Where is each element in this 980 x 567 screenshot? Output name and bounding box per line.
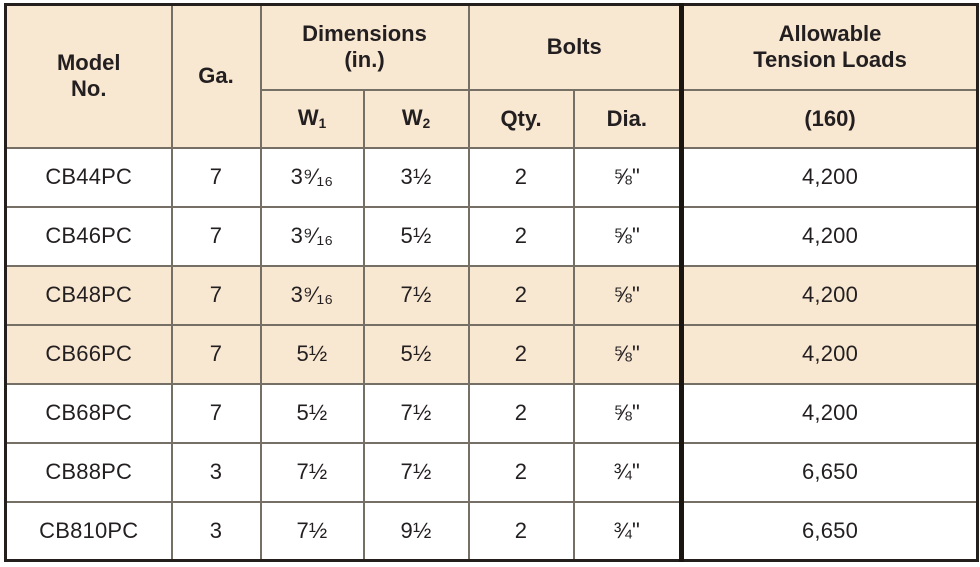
- spec-table-header: Model No. Ga. Dimensions (in.) Bolts All…: [4, 3, 979, 149]
- cell-allowable-load: 4,200: [679, 205, 979, 267]
- cell-w1: 7½: [259, 500, 365, 562]
- cell-load-dia: ⅝": [572, 264, 683, 326]
- cell-allowable-load: 4,200: [679, 264, 979, 326]
- cell-load-dia: ⅝": [572, 205, 683, 267]
- spec-table-body: CB44PC 7 3⁹⁄₁₆ 3½ 2 ⅝" 4,200 CB46PC 7 3⁹…: [4, 146, 979, 562]
- cell-w1: 3⁹⁄₁₆: [259, 264, 365, 326]
- cell-load-dia: ⅝": [572, 146, 683, 208]
- cell-model-no: CB66PC: [4, 323, 173, 385]
- cell-model-no: CB44PC: [4, 146, 173, 208]
- cell-w2: 7½: [362, 382, 470, 444]
- cell-ga: 7: [170, 146, 262, 208]
- cell-qty: 2: [467, 500, 575, 562]
- cell-model-no: CB88PC: [4, 441, 173, 503]
- spec-table: Model No. Ga. Dimensions (in.) Bolts All…: [4, 3, 980, 562]
- col-header-load-160: (160): [679, 88, 979, 149]
- cell-ga: 7: [170, 264, 262, 326]
- cell-qty: 2: [467, 441, 575, 503]
- cell-qty: 2: [467, 146, 575, 208]
- cell-model-no: CB68PC: [4, 382, 173, 444]
- table-row: CB44PC 7 3⁹⁄₁₆ 3½ 2 ⅝" 4,200: [4, 146, 979, 208]
- cell-qty: 2: [467, 382, 575, 444]
- col-header-w2: W2: [362, 88, 470, 149]
- cell-w2: 7½: [362, 264, 470, 326]
- w1-subscript: 1: [318, 115, 327, 131]
- cell-allowable-load: 4,200: [679, 382, 979, 444]
- cell-load-dia: ⅝": [572, 382, 683, 444]
- cell-w1: 3⁹⁄₁₆: [259, 205, 365, 267]
- cell-load-dia: ⅝": [572, 323, 683, 385]
- cell-model-no: CB48PC: [4, 264, 173, 326]
- cell-w1: 3⁹⁄₁₆: [259, 146, 365, 208]
- cell-model-no: CB810PC: [4, 500, 173, 562]
- col-header-w1: W1: [259, 88, 365, 149]
- cell-ga: 3: [170, 441, 262, 503]
- cell-w2: 3½: [362, 146, 470, 208]
- cell-allowable-load: 4,200: [679, 146, 979, 208]
- col-header-dimensions: Dimensions (in.): [259, 3, 470, 91]
- table-row: CB46PC 7 3⁹⁄₁₆ 5½ 2 ⅝" 4,200: [4, 205, 979, 267]
- w2-base: W: [401, 104, 423, 130]
- table-row: CB810PC 3 7½ 9½ 2 ¾" 6,650: [4, 500, 979, 562]
- cell-load-dia: ¾": [572, 500, 683, 562]
- col-header-dia: Dia.: [572, 88, 683, 149]
- col-header-bolts: Bolts: [467, 3, 683, 91]
- cell-load-dia: ¾": [572, 441, 683, 503]
- cell-w1: 7½: [259, 441, 365, 503]
- col-header-qty: Qty.: [467, 88, 575, 149]
- cell-allowable-load: 4,200: [679, 323, 979, 385]
- cell-ga: 3: [170, 500, 262, 562]
- header-row-subcolumns: W1 W2 Qty. Dia. (160): [6, 88, 979, 149]
- cell-allowable-load: 6,650: [679, 441, 979, 503]
- cell-allowable-load: 6,650: [679, 500, 979, 562]
- cell-w1: 5½: [259, 323, 365, 385]
- table-row: CB48PC 7 3⁹⁄₁₆ 7½ 2 ⅝" 4,200: [4, 264, 979, 326]
- cell-w2: 7½: [362, 441, 470, 503]
- col-header-allowable-tension-loads: Allowable Tension Loads: [679, 3, 979, 91]
- cell-model-no: CB46PC: [4, 205, 173, 267]
- cell-ga: 7: [170, 323, 262, 385]
- cell-w1: 5½: [259, 382, 365, 444]
- w2-subscript: 2: [422, 115, 431, 131]
- header-row-groups: Model No. Ga. Dimensions (in.) Bolts All…: [4, 3, 979, 149]
- col-header-model-no: Model No.: [4, 3, 173, 149]
- table-row: CB68PC 7 5½ 7½ 2 ⅝" 4,200: [4, 382, 979, 444]
- cell-qty: 2: [467, 205, 575, 267]
- cell-qty: 2: [467, 264, 575, 326]
- col-header-ga: Ga.: [170, 3, 262, 149]
- cell-ga: 7: [170, 382, 262, 444]
- cell-w2: 5½: [362, 205, 470, 267]
- w1-base: W: [297, 104, 319, 130]
- cell-w2: 9½: [362, 500, 470, 562]
- table-row: CB66PC 7 5½ 5½ 2 ⅝" 4,200: [4, 323, 979, 385]
- cell-w2: 5½: [362, 323, 470, 385]
- cell-qty: 2: [467, 323, 575, 385]
- table-row: CB88PC 3 7½ 7½ 2 ¾" 6,650: [4, 441, 979, 503]
- cell-ga: 7: [170, 205, 262, 267]
